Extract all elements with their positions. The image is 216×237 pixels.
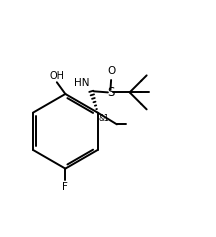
Text: F: F: [62, 182, 68, 192]
Text: &1: &1: [99, 114, 110, 123]
Text: HN: HN: [74, 78, 89, 88]
Text: O: O: [107, 66, 115, 76]
Text: OH: OH: [49, 71, 64, 81]
Text: S: S: [107, 86, 114, 99]
